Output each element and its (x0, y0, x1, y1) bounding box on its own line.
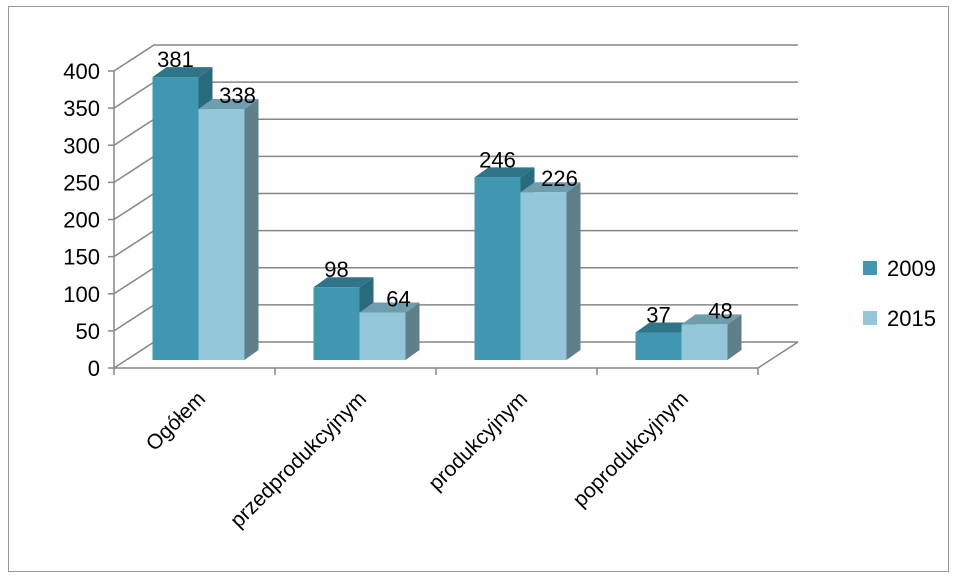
bar-front (152, 77, 199, 361)
legend-item-2009: 2009 (863, 256, 936, 281)
data-label: 64 (386, 286, 410, 311)
legend-item-2015: 2015 (863, 306, 936, 331)
bar-front (474, 177, 521, 360)
bar-2015-1 (359, 302, 420, 360)
legend-swatch (863, 261, 877, 275)
bar-2015-3 (681, 314, 742, 360)
y-tick-label: 100 (63, 282, 100, 307)
data-label: 246 (479, 147, 516, 172)
y-tick-label: 200 (63, 208, 100, 233)
x-category-label: poprodukcyjnym (569, 387, 693, 511)
bar-front (635, 332, 682, 360)
bars (152, 67, 742, 361)
y-tick-label: 50 (76, 319, 100, 344)
gridline (113, 44, 798, 72)
bar-top (474, 167, 535, 178)
chart-svg: 0 50 100 150 200 250 300 350 400 Ogółem przedprodu… (63, 44, 936, 532)
data-label: 98 (324, 257, 348, 282)
bar-top (635, 322, 696, 333)
bar-front (359, 312, 406, 360)
x-category-label: przedprodukcyjnym (226, 387, 371, 532)
bar-side (244, 99, 259, 360)
bar-side (566, 182, 581, 360)
chart-frame: 0 50 100 150 200 250 300 350 400 Ogółem przedprodu… (8, 6, 949, 572)
y-tick-label: 150 (63, 245, 100, 270)
y-tick-label: 300 (63, 133, 100, 158)
legend-label: 2015 (887, 306, 936, 331)
y-tick-label: 350 (63, 96, 100, 121)
data-label: 226 (541, 166, 578, 191)
data-label: 48 (708, 298, 732, 323)
data-label: 37 (646, 303, 670, 328)
bar-top (520, 182, 581, 193)
legend-label: 2009 (887, 256, 936, 281)
bar-top (198, 99, 259, 110)
bar-front (520, 192, 567, 360)
bar-2015-0 (198, 99, 259, 360)
bar-front (198, 109, 245, 360)
y-tick-label: 400 (63, 59, 100, 84)
bar-side (405, 302, 420, 360)
data-label: 338 (219, 83, 256, 108)
bar-top (681, 314, 742, 325)
y-tick-label: 250 (63, 170, 100, 195)
legend: 2009 2015 (863, 256, 936, 331)
data-labels: 381 338 98 64 246 226 37 48 (157, 47, 733, 327)
y-tick-label: 0 (88, 356, 100, 381)
x-category-label: Ogółem (142, 387, 210, 455)
legend-swatch (863, 311, 877, 325)
bar-side (727, 314, 742, 360)
bar-top (359, 302, 420, 313)
bar-front (313, 287, 360, 360)
bar-top (152, 67, 213, 78)
bar-front (681, 324, 728, 360)
bar-2015-2 (520, 182, 581, 360)
data-label: 381 (157, 47, 194, 72)
bar-top (313, 277, 374, 288)
x-category-label: produkcyjnym (424, 387, 532, 495)
